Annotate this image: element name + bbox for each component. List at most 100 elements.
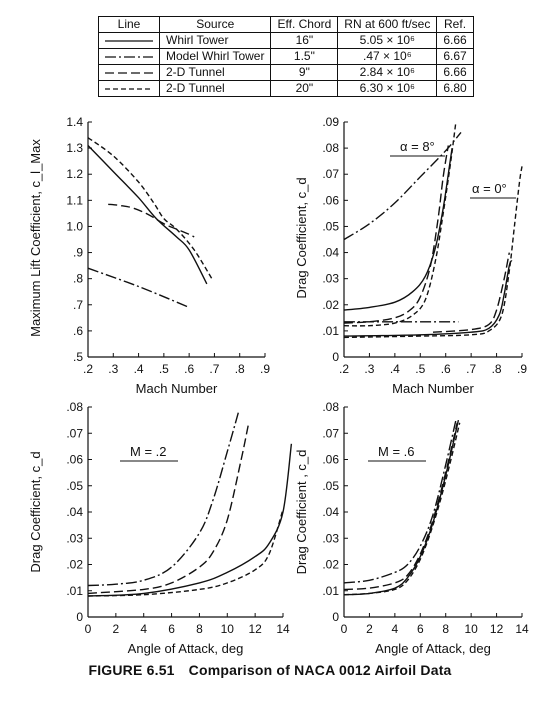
- ref-cell: 6.66: [436, 64, 474, 81]
- y-tick-label: .08: [322, 400, 339, 414]
- series-line-dashdot: [343, 419, 457, 584]
- y-tick-label: .01: [66, 584, 83, 598]
- y-tick-label: 0: [332, 610, 339, 624]
- x-tick-label: .9: [517, 362, 527, 376]
- series-line-solid: [87, 443, 293, 597]
- y-tick-label: 1.1: [66, 193, 83, 207]
- ref-cell: 6.80: [436, 80, 474, 97]
- legend-table: Line Source Eff. Chord RN at 600 ft/sec …: [98, 16, 474, 97]
- x-tick-label: 2: [113, 622, 120, 636]
- series-line-dashdot: [87, 412, 240, 587]
- series-line-longdash: [343, 145, 449, 324]
- x-tick-label: 6: [417, 622, 424, 636]
- x-tick-label: .4: [390, 362, 400, 376]
- header-rn: RN at 600 ft/sec: [337, 16, 438, 33]
- y-tick-label: .06: [322, 193, 339, 207]
- y-tick-label: .05: [322, 479, 339, 493]
- series-line-solid: [87, 145, 208, 285]
- series-line-shortdash: [343, 166, 523, 339]
- chart-panel-4: 0 2 4 6 8 10 12 14 0 .01 .02 .03 .04 .05 .06 .07 .08 Angl…: [294, 400, 529, 656]
- y-tick-label: .9: [73, 246, 83, 260]
- x-axis-label: Mach Number: [136, 381, 218, 396]
- line-sample: [98, 32, 160, 49]
- x-tick-label: 2: [366, 622, 373, 636]
- chord-cell: 16": [270, 32, 339, 49]
- rn-cell: 2.84 × 10⁶: [337, 64, 438, 81]
- x-axis-label: Angle of Attack, deg: [375, 641, 491, 656]
- series-line-longdash: [108, 203, 195, 238]
- y-tick-label: .03: [322, 531, 339, 545]
- y-tick-label: 0: [76, 610, 83, 624]
- rn-cell: 6.30 × 10⁶: [337, 80, 438, 97]
- y-tick-label: .08: [322, 141, 339, 155]
- y-tick-label: .09: [322, 115, 339, 129]
- series-line-dashdot: [87, 267, 190, 309]
- source-cell: 2-D Tunnel: [158, 80, 272, 97]
- series-line-solid: [343, 260, 513, 337]
- table-row: 2-D Tunnel 20" 6.30 × 10⁶ 6.80: [98, 80, 474, 97]
- series-line-shortdash: [343, 121, 457, 327]
- x-axis-label: Mach Number: [392, 381, 474, 396]
- table-row: 2-D Tunnel 9" 2.84 × 10⁶ 6.66: [98, 64, 474, 81]
- source-cell: Model Whirl Tower: [158, 48, 272, 65]
- x-axis-label: Angle of Attack, deg: [128, 641, 244, 656]
- y-axis-label: Drag Coefficient, c_d: [294, 177, 309, 298]
- y-tick-label: .6: [73, 324, 83, 338]
- chart-panel-3: 0 2 4 6 8 10 12 14 0 .01 .02 .03 .04 .05 .06 .07 .08 Angl…: [28, 400, 293, 656]
- series-line-longdash: [87, 425, 249, 595]
- source-cell: Whirl Tower: [158, 32, 272, 49]
- x-tick-label: .5: [415, 362, 425, 376]
- series-line-shortdash: [87, 509, 284, 597]
- chord-cell: 9": [270, 64, 339, 81]
- line-sample: [98, 80, 160, 97]
- y-tick-label: 0: [332, 350, 339, 364]
- y-tick-label: 1.3: [66, 141, 83, 155]
- y-tick-label: .01: [322, 584, 339, 598]
- x-tick-label: .3: [108, 362, 118, 376]
- y-tick-label: .07: [322, 426, 339, 440]
- x-tick-label: 10: [464, 622, 478, 636]
- chart-panel-1: .2 .3 .4 .5 .6 .7 .8 .9 .5 .6 .7 .8 .9 1.0 1.1 1.2 1.3 1.…: [28, 115, 270, 396]
- y-tick-label: .05: [322, 219, 339, 233]
- ref-cell: 6.66: [436, 32, 474, 49]
- x-tick-label: 14: [515, 622, 529, 636]
- y-tick-label: .08: [66, 400, 83, 414]
- caption-title: Comparison of NACA 0012 Airfoil Data: [188, 662, 452, 678]
- y-axis-label: Maximum Lift Coefficient, c_l_Max: [28, 139, 43, 337]
- y-tick-label: .06: [322, 453, 339, 467]
- y-tick-label: .06: [66, 453, 83, 467]
- y-tick-label: .07: [66, 426, 83, 440]
- line-sample: [98, 64, 160, 81]
- x-tick-label: 12: [248, 622, 262, 636]
- y-axis-label: Drag Coefficient, c_d: [28, 451, 43, 572]
- table-row: Whirl Tower 16" 5.05 × 10⁶ 6.66: [98, 32, 474, 49]
- x-tick-label: .6: [184, 362, 194, 376]
- y-tick-label: 1.0: [66, 219, 83, 233]
- legend-table-header: Line Source Eff. Chord RN at 600 ft/sec …: [98, 16, 474, 33]
- x-tick-label: .4: [134, 362, 144, 376]
- x-tick-label: 4: [392, 622, 399, 636]
- x-tick-label: .2: [83, 362, 93, 376]
- line-sample: [98, 48, 160, 65]
- x-tick-label: 8: [196, 622, 203, 636]
- chart-panel-2: .2 .3 .4 .5 .6 .7 .8 .9 0 .01 .02 .03 .04 .05 .06 .07 .0…: [294, 115, 527, 396]
- chord-cell: 20": [270, 80, 339, 97]
- annotation-label: α = 8°: [400, 139, 435, 154]
- header-source: Source: [158, 16, 272, 33]
- source-cell: 2-D Tunnel: [158, 64, 272, 81]
- header-line: Line: [98, 16, 160, 33]
- annotation-label: M = .2: [130, 444, 167, 459]
- x-tick-label: 0: [85, 622, 92, 636]
- x-tick-label: 10: [221, 622, 235, 636]
- rn-cell: .47 × 10⁶: [337, 48, 438, 65]
- x-tick-label: 0: [341, 622, 348, 636]
- x-tick-label: .7: [466, 362, 476, 376]
- series-line-shortdash: [343, 422, 461, 596]
- annotation-label: α = 0°: [472, 181, 507, 196]
- y-tick-label: .8: [73, 272, 83, 286]
- y-tick-label: .05: [66, 479, 83, 493]
- ref-cell: 6.67: [436, 48, 474, 65]
- y-tick-label: .5: [73, 350, 83, 364]
- x-tick-label: 8: [442, 622, 449, 636]
